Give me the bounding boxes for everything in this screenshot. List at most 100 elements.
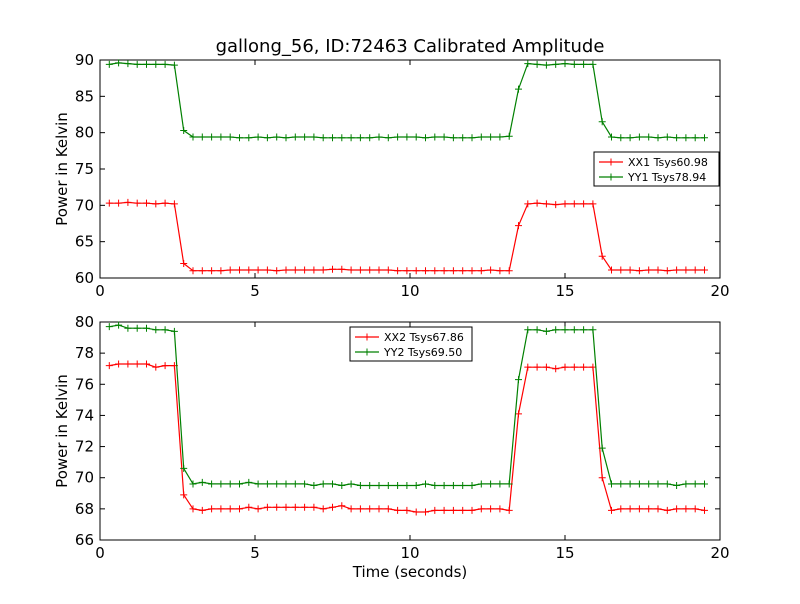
data-point: [515, 376, 522, 384]
data-point: [170, 327, 178, 335]
y-tick-label: 70: [75, 196, 94, 214]
data-point: [198, 478, 206, 486]
data-point: [143, 199, 150, 207]
data-point: [561, 326, 569, 334]
data-point: [347, 505, 355, 513]
data-point: [347, 266, 355, 274]
legend-entry-label: YY1 Tsys78.94: [627, 171, 706, 184]
y-tick-label: 76: [75, 375, 94, 393]
x-tick-label: 10: [400, 544, 419, 562]
data-point: [273, 133, 281, 141]
series-1: [105, 360, 708, 516]
data-point: [552, 365, 560, 373]
data-point: [366, 482, 374, 489]
data-point: [496, 505, 504, 513]
data-point: [626, 266, 634, 274]
data-point: [180, 491, 188, 499]
legend-swatch-marker: [363, 348, 371, 356]
data-point: [143, 360, 150, 368]
data-point: [310, 503, 318, 511]
data-point: [403, 267, 411, 275]
data-point: [635, 505, 643, 513]
data-point: [263, 480, 271, 488]
data-point: [152, 363, 160, 371]
data-point: [124, 360, 132, 368]
data-point: [198, 133, 206, 141]
data-point: [124, 60, 132, 68]
data-point: [598, 118, 606, 126]
data-point: [403, 133, 411, 141]
data-point: [459, 482, 467, 489]
chart-title: gallong_56, ID:72463 Calibrated Amplitud…: [216, 36, 605, 57]
data-point: [654, 134, 662, 142]
data-point: [701, 134, 708, 142]
data-point: [459, 506, 467, 514]
y-tick-label: 72: [75, 438, 94, 456]
data-point: [375, 266, 383, 274]
data-point: [226, 505, 234, 513]
data-point: [282, 503, 290, 511]
data-point: [226, 133, 234, 141]
y-tick-label: 65: [75, 233, 94, 251]
y-tick-label: 66: [75, 531, 94, 549]
legend-entry-label: YY2 Tsys69.50: [383, 346, 462, 359]
data-point: [524, 60, 532, 68]
data-point: [422, 134, 429, 142]
data-point: [263, 503, 271, 511]
data-point: [570, 60, 578, 68]
x-tick-label: 15: [555, 282, 574, 300]
data-point: [105, 60, 113, 68]
data-point: [347, 134, 355, 142]
data-point: [161, 199, 169, 207]
data-point: [208, 480, 216, 488]
data-point: [542, 61, 550, 69]
data-point: [198, 267, 206, 275]
data-point: [189, 480, 197, 488]
data-point: [310, 133, 318, 141]
data-point: [505, 480, 513, 488]
y-axis-label: Power in Kelvin: [53, 112, 71, 226]
data-point: [143, 324, 150, 332]
data-point: [170, 61, 178, 69]
data-point: [170, 200, 178, 208]
data-point: [273, 480, 281, 488]
data-point: [422, 508, 429, 516]
data-point: [645, 266, 653, 274]
data-point: [701, 266, 708, 274]
data-point: [319, 505, 327, 513]
data-point: [329, 134, 336, 142]
chart-panel-1: gallong_56, ID:72463 Calibrated Amplitud…: [53, 36, 730, 300]
data-point: [533, 199, 541, 207]
data-point: [152, 200, 160, 208]
data-point: [468, 267, 476, 275]
data-point: [645, 505, 653, 513]
legend-box: [349, 326, 473, 362]
data-point: [477, 505, 485, 513]
data-point: [542, 363, 550, 371]
data-point: [468, 482, 476, 489]
data-point: [561, 200, 569, 208]
y-tick-label: 68: [75, 500, 94, 518]
data-point: [635, 480, 643, 488]
data-point: [682, 480, 690, 488]
data-point: [412, 482, 420, 489]
data-point: [598, 474, 606, 482]
data-point: [580, 60, 588, 68]
series-2: [105, 321, 708, 489]
y-tick-label: 60: [75, 269, 94, 287]
data-point: [356, 266, 364, 274]
data-point: [180, 259, 188, 267]
data-point: [245, 503, 253, 511]
data-point: [375, 482, 383, 489]
data-point: [105, 362, 113, 370]
data-point: [580, 200, 588, 208]
data-point: [691, 480, 699, 488]
data-point: [254, 480, 262, 488]
data-point: [459, 267, 467, 275]
data-point: [115, 59, 123, 67]
data-point: [468, 134, 476, 142]
legend: XX2 Tsys67.86 YY2 Tsys69.50: [349, 326, 473, 362]
data-point: [477, 133, 485, 141]
data-point: [440, 506, 448, 514]
data-point: [412, 508, 420, 516]
